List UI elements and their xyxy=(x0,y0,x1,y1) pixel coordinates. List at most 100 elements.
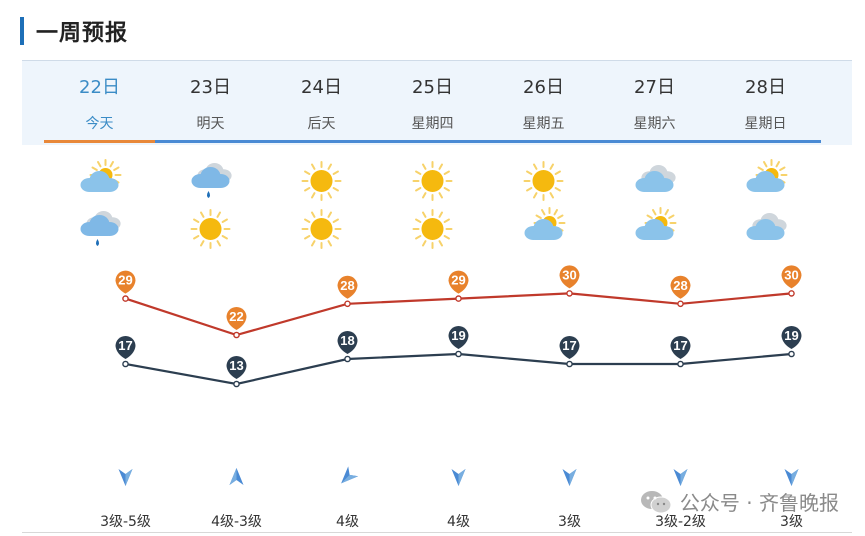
high-temp-label: 30 xyxy=(562,267,576,282)
high-temp-pin xyxy=(226,307,247,330)
day-tab-underline xyxy=(377,140,488,143)
low-temp-label: 17 xyxy=(118,338,132,353)
wechat-icon xyxy=(640,490,672,513)
wind-direction-icon xyxy=(562,469,577,486)
low-temp-pin xyxy=(115,336,136,359)
day-tab-underline xyxy=(710,140,821,143)
wind-direction-icon xyxy=(784,469,799,486)
day-weekday: 今天 xyxy=(85,116,114,132)
day-date: 26日 xyxy=(523,77,564,98)
wind-level-label: 3级 xyxy=(558,514,581,530)
day-tab-underline xyxy=(44,140,155,143)
partly-cloudy-icon xyxy=(524,207,566,240)
cloudy-icon xyxy=(635,165,676,192)
low-temp-pin xyxy=(448,326,469,349)
day-date: 28日 xyxy=(745,77,786,98)
high-temp-point xyxy=(122,295,129,302)
day-weekday: 星期日 xyxy=(744,116,787,132)
high-temp-point xyxy=(788,290,795,297)
weekly-forecast-panel: 22日 今天 23日 明天 24日 后天 25日 星期四 26日 星期五 27日 星期六 28日 星期日 … xyxy=(22,60,852,532)
day-tab-4[interactable]: 25日星期四 xyxy=(377,61,488,145)
high-temp-label: 28 xyxy=(340,278,354,293)
high-temp-point xyxy=(455,295,462,302)
wind-level-label: 3级-2级 xyxy=(655,514,706,530)
cloudy-rain-icon xyxy=(80,211,121,246)
low-temp-point xyxy=(233,380,240,388)
high-temp-pin xyxy=(781,265,802,289)
high-temp-pin xyxy=(559,265,580,289)
high-temp-label: 28 xyxy=(673,278,687,293)
day-tab-5[interactable]: 26日星期五 xyxy=(488,61,599,145)
day-date: 22日 xyxy=(79,77,120,98)
day-tab-underline xyxy=(488,140,599,143)
low-temp-label: 18 xyxy=(340,333,354,348)
watermark: 公众号 · 齐鲁晚报 xyxy=(640,487,839,516)
day-tab-underline xyxy=(155,140,266,143)
sunny-icon xyxy=(412,161,453,201)
high-temp-pin xyxy=(448,270,469,294)
high-temp-label: 30 xyxy=(784,267,798,282)
sunny-icon xyxy=(301,161,342,201)
day-date: 24日 xyxy=(301,77,342,98)
high-temp-point xyxy=(344,300,351,308)
bottom-divider xyxy=(22,532,852,533)
high-temp-pin xyxy=(337,275,358,299)
page-title: 一周预报 xyxy=(36,21,129,46)
wind-direction-icon xyxy=(673,469,688,486)
low-temp-point xyxy=(122,360,129,368)
wind-level-label: 3级 xyxy=(780,514,803,530)
watermark-text: 公众号 · 齐鲁晚报 xyxy=(679,491,839,515)
high-temp-point xyxy=(677,300,684,308)
low-temp-label: 13 xyxy=(229,358,243,373)
sunny-icon xyxy=(301,209,342,249)
low-temp-label: 19 xyxy=(451,328,465,343)
high-temp-pin xyxy=(670,275,691,299)
high-temp-point xyxy=(566,290,573,297)
high-temp-label: 29 xyxy=(451,273,465,288)
day-date: 23日 xyxy=(190,77,231,98)
sunny-icon xyxy=(523,161,564,201)
partly-cloudy-icon xyxy=(80,159,122,192)
high-temp-label: 22 xyxy=(229,309,243,324)
low-temp-pin xyxy=(670,336,691,359)
sunny-icon xyxy=(412,209,453,249)
high-temp-label: 29 xyxy=(118,273,132,288)
high-temp-point xyxy=(233,331,240,339)
section-title: 一周预报 xyxy=(20,14,128,48)
title-accent-bar xyxy=(20,17,24,45)
wind-direction-icon xyxy=(229,468,244,485)
cloudy-icon xyxy=(746,213,787,240)
wind-direction-icon xyxy=(451,469,466,486)
low-temp-pin xyxy=(559,336,580,359)
day-date: 27日 xyxy=(634,77,675,98)
day-tab-2[interactable]: 23日明天 xyxy=(155,61,266,145)
low-temp-point xyxy=(344,355,351,363)
low-temp-label: 17 xyxy=(562,338,576,353)
cloudy-rain-icon xyxy=(191,163,232,198)
day-tabs: 22日 今天 23日 明天 24日 后天 25日 星期四 26日 星期五 27日 星期六 28日 星期日 xyxy=(22,61,852,145)
wind-level-label: 3级-5级 xyxy=(100,514,151,530)
partly-cloudy-icon xyxy=(635,207,677,240)
day-weekday: 星期四 xyxy=(411,116,454,132)
low-temp-point xyxy=(566,360,573,368)
day-tab-3[interactable]: 24日后天 xyxy=(266,61,377,145)
low-temp-pin xyxy=(337,330,358,354)
day-tab-underline xyxy=(599,140,710,143)
low-temp-point xyxy=(788,350,795,358)
day-weekday: 星期六 xyxy=(633,116,676,132)
day-weekday: 明天 xyxy=(196,116,225,132)
day-tab-1[interactable]: 22日今天 xyxy=(44,61,155,145)
day-date: 25日 xyxy=(412,77,453,98)
low-temp-point xyxy=(455,350,462,358)
low-temp-point xyxy=(677,360,684,368)
wind-direction-icon xyxy=(341,466,359,484)
sunny-icon xyxy=(190,209,231,249)
wind-level-label: 4级 xyxy=(336,514,359,530)
day-weekday: 后天 xyxy=(307,116,336,132)
low-temp-pin xyxy=(781,326,802,349)
day-tab-6[interactable]: 27日星期六 xyxy=(599,61,710,145)
high-temp-pin xyxy=(115,270,136,294)
day-tab-7[interactable]: 28日星期日 xyxy=(710,61,821,145)
day-tab-underline xyxy=(266,140,377,143)
day-weekday: 星期五 xyxy=(522,116,565,132)
